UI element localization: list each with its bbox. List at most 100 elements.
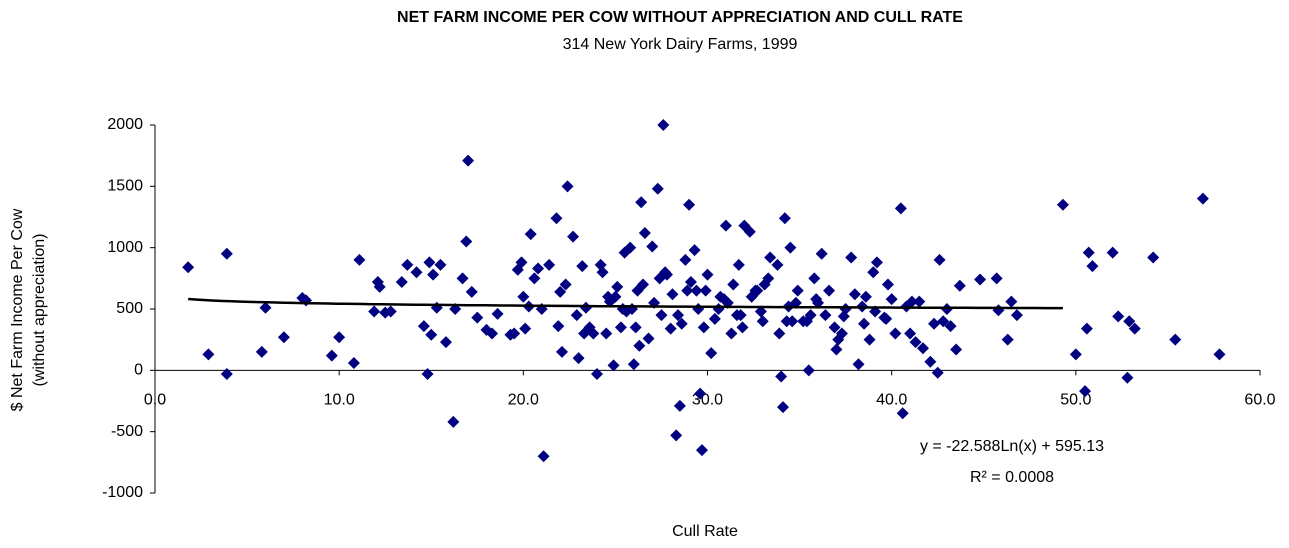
point	[1128, 322, 1141, 335]
point	[635, 196, 648, 209]
point	[974, 273, 987, 286]
point	[694, 387, 707, 400]
point	[692, 303, 705, 315]
point	[543, 258, 556, 271]
point	[417, 320, 430, 333]
point	[410, 266, 423, 279]
point	[471, 311, 484, 324]
y-tick-label: 1500	[107, 178, 143, 195]
point	[655, 309, 668, 322]
point	[373, 280, 386, 293]
point	[430, 301, 443, 314]
point	[368, 305, 381, 318]
point	[550, 212, 563, 225]
x-tick-label: 0.0	[144, 392, 166, 409]
point	[462, 154, 475, 167]
point	[670, 429, 683, 442]
point	[614, 321, 627, 334]
point	[325, 349, 338, 362]
point	[579, 301, 592, 314]
point	[679, 253, 692, 266]
y-tick-label: 1000	[107, 239, 143, 256]
point	[524, 228, 537, 241]
point	[532, 262, 545, 275]
trend-r2: R² = 0.0008	[970, 469, 1054, 486]
point	[277, 331, 290, 344]
point	[784, 241, 797, 254]
point	[633, 339, 646, 352]
point	[992, 304, 1005, 317]
point	[576, 260, 589, 273]
point	[353, 253, 366, 266]
point	[732, 258, 745, 271]
point	[651, 182, 664, 195]
point	[754, 305, 767, 318]
point	[552, 320, 565, 333]
point	[1112, 310, 1125, 323]
point	[447, 415, 460, 428]
point	[465, 285, 478, 298]
point	[764, 251, 777, 264]
point	[870, 256, 883, 269]
point	[1121, 371, 1134, 384]
x-tick-label: 10.0	[324, 392, 355, 409]
point	[600, 327, 613, 340]
point	[657, 119, 670, 131]
point	[913, 295, 926, 308]
point	[950, 343, 963, 356]
x-tick-label: 60.0	[1244, 392, 1275, 409]
point	[259, 301, 272, 314]
point	[537, 450, 550, 463]
point	[730, 309, 743, 322]
point	[1079, 385, 1092, 398]
point	[778, 212, 791, 225]
x-tick-label: 40.0	[876, 392, 907, 409]
point	[894, 202, 907, 215]
point	[456, 272, 469, 285]
point	[697, 321, 710, 334]
point	[802, 364, 815, 377]
point	[255, 345, 268, 358]
point	[690, 284, 703, 297]
point	[889, 327, 902, 340]
point	[867, 266, 880, 279]
point	[401, 258, 414, 271]
point	[727, 278, 740, 291]
point	[758, 278, 771, 291]
point	[627, 358, 640, 371]
point	[570, 309, 583, 322]
point	[828, 321, 841, 334]
point	[567, 230, 580, 243]
point	[666, 288, 679, 301]
point	[675, 317, 688, 330]
point	[736, 321, 749, 334]
point	[1196, 192, 1209, 205]
point	[881, 278, 894, 291]
point	[775, 370, 788, 383]
point	[823, 284, 836, 297]
point	[858, 317, 871, 330]
point	[1082, 246, 1095, 259]
trend-equation: y = -22.588Ln(x) + 595.13	[920, 438, 1104, 455]
y-tick-label: -1000	[102, 484, 143, 501]
point	[427, 268, 440, 281]
point	[556, 345, 569, 358]
point	[839, 303, 852, 315]
point	[624, 241, 637, 254]
point	[1001, 333, 1014, 346]
point	[909, 336, 922, 349]
point	[439, 336, 452, 349]
y-tick-label: 2000	[107, 116, 143, 133]
point	[664, 322, 677, 335]
point	[1056, 198, 1069, 211]
point	[220, 368, 233, 381]
point	[852, 358, 865, 371]
point	[1010, 309, 1023, 322]
point	[673, 399, 686, 412]
point	[1106, 246, 1119, 259]
point	[885, 293, 898, 306]
point	[220, 247, 233, 260]
point	[863, 333, 876, 346]
point	[609, 290, 622, 303]
